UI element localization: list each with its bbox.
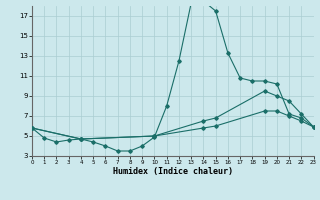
X-axis label: Humidex (Indice chaleur): Humidex (Indice chaleur) [113, 167, 233, 176]
